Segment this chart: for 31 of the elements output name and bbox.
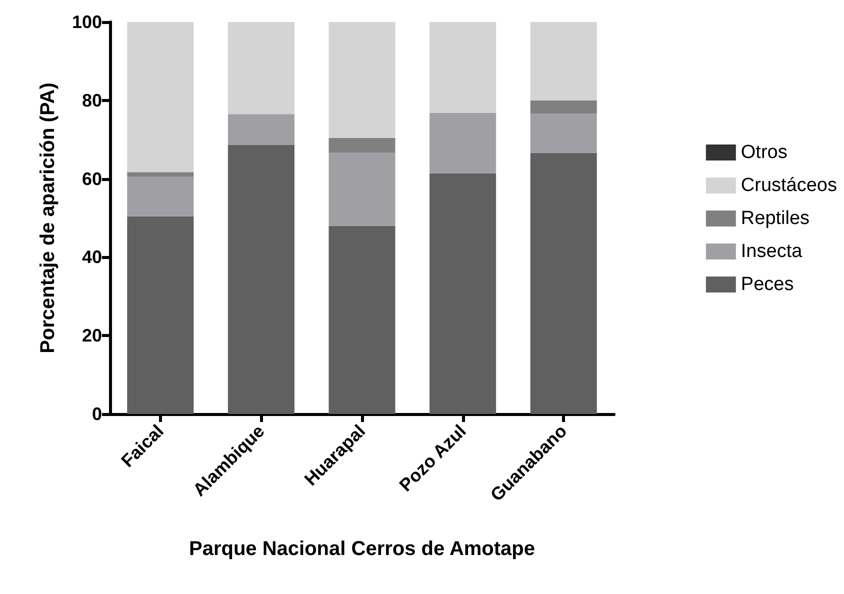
bar	[430, 22, 496, 113]
bar	[530, 152, 597, 414]
x-axis-title: Parque Nacional Cerros de Amotape	[188, 538, 536, 560]
y-axis-title: Porcentaje de aparición (PA)	[37, 82, 59, 354]
legend-label: Otros	[740, 142, 788, 163]
bar	[127, 172, 194, 177]
legend-label: Peces	[740, 274, 794, 295]
bar	[127, 22, 194, 172]
legend-label: Crustáceos	[740, 175, 838, 196]
bar	[430, 112, 496, 174]
y-tick-label: 0	[92, 404, 102, 424]
y-tick-label: 40	[82, 247, 102, 268]
y-tick-label: 60	[82, 168, 102, 189]
legend-label: Reptiles	[740, 208, 810, 229]
y-tick-label: 80	[82, 90, 102, 110]
bar	[328, 152, 396, 226]
bar	[328, 226, 396, 414]
bar	[228, 144, 294, 414]
legend-label: Insecta	[740, 241, 803, 262]
bar	[127, 216, 194, 414]
bar	[328, 138, 396, 153]
bar	[228, 114, 294, 145]
bar	[530, 100, 597, 114]
y-tick-label: 100	[72, 12, 102, 32]
bar	[430, 173, 496, 414]
bar	[328, 22, 396, 138]
y-tick-label: 20	[82, 326, 102, 346]
bar	[530, 22, 597, 100]
bar	[127, 176, 194, 216]
bar	[228, 22, 294, 114]
bar	[530, 114, 597, 153]
